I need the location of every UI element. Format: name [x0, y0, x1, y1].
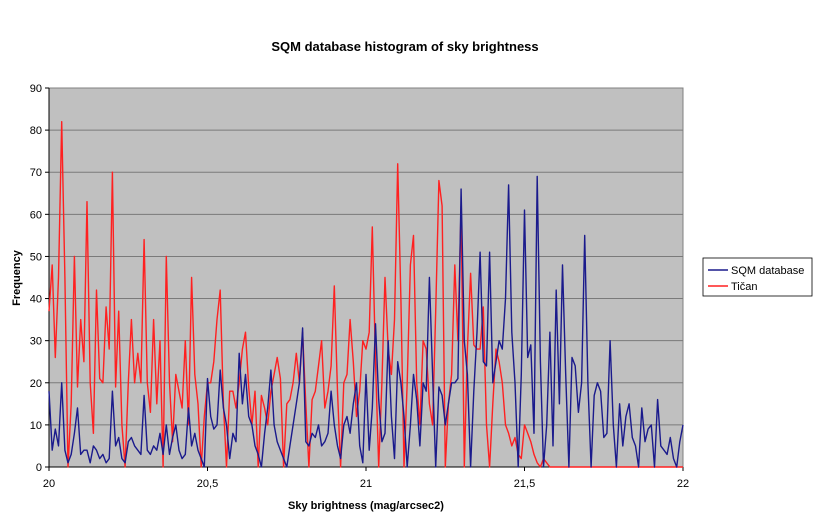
y-tick-label: 0: [36, 462, 42, 474]
x-tick-label: 20: [43, 478, 55, 490]
chart-title: SQM database histogram of sky brightness: [271, 39, 538, 54]
y-tick-label: 70: [30, 167, 42, 179]
y-tick-label: 90: [30, 83, 42, 95]
y-tick-label: 20: [30, 378, 42, 390]
x-axis: 20 20,5 21 21,5 22: [43, 466, 689, 490]
x-axis-label: Sky brightness (mag/arcsec2): [288, 500, 444, 512]
y-tick-label: 60: [30, 209, 42, 221]
legend-label-sqm-database: SQM database: [731, 265, 804, 277]
plot-area: [48, 87, 684, 468]
y-tick-label: 30: [30, 336, 42, 348]
series-lines: [48, 120, 684, 468]
legend: SQM database Tičan: [702, 257, 813, 297]
series-line-tican: [48, 120, 683, 468]
y-axis: 0 10 20 30 40 50 60 70 80 90: [30, 83, 50, 474]
x-tick-label: 21,5: [514, 478, 535, 490]
y-axis-label: Frequency: [11, 249, 23, 306]
x-tick-label: 20,5: [197, 478, 218, 490]
y-tick-label: 80: [30, 125, 42, 137]
legend-box: [702, 257, 813, 297]
series-line-sqm-database: [48, 175, 684, 468]
x-tick-label: 22: [677, 478, 689, 490]
y-tick-label: 50: [30, 251, 42, 263]
legend-label-tican: Tičan: [731, 281, 758, 293]
y-tick-label: 40: [30, 294, 42, 306]
x-tick-label: 21: [360, 478, 372, 490]
y-tick-label: 10: [30, 420, 42, 432]
